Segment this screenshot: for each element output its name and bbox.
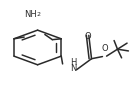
Text: O: O — [101, 44, 108, 53]
Text: 2: 2 — [36, 12, 40, 17]
Text: NH: NH — [25, 10, 37, 19]
Text: N: N — [71, 64, 77, 73]
Text: O: O — [84, 32, 91, 41]
Text: H: H — [71, 58, 77, 67]
